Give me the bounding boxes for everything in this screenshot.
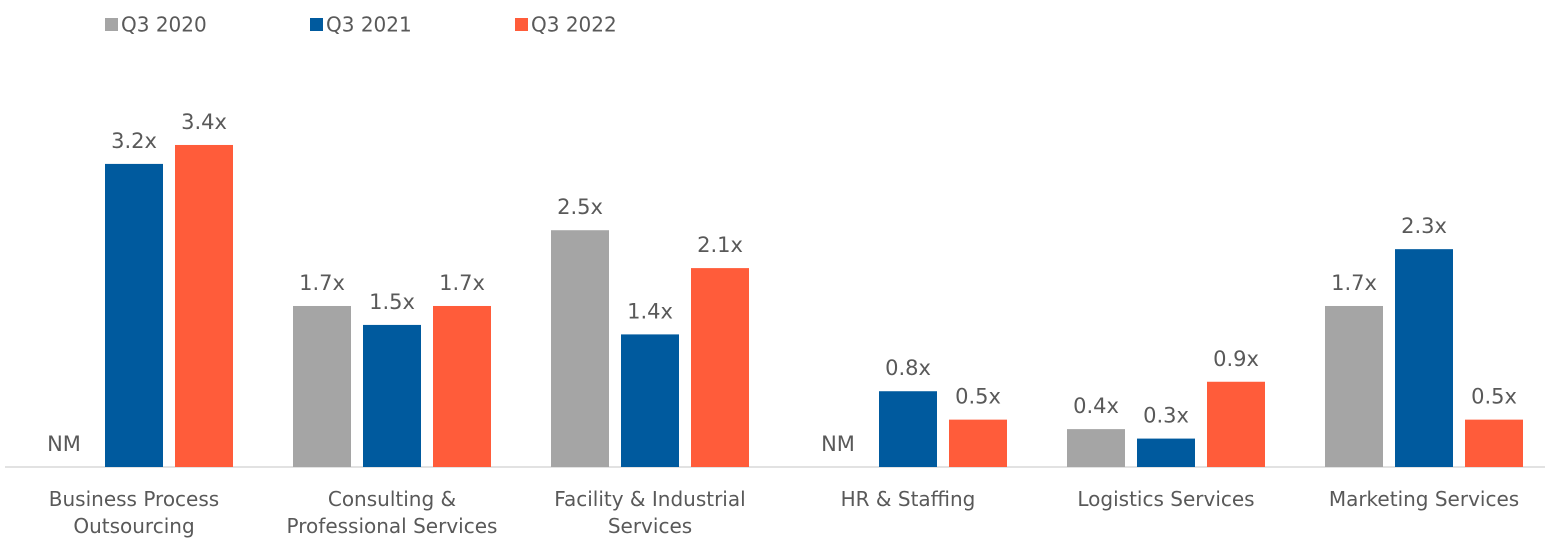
value-label: 0.8x (885, 356, 931, 380)
bar (1465, 419, 1523, 467)
value-label: 1.7x (299, 271, 345, 295)
legend-label: Q3 2020 (121, 13, 207, 37)
bar (1207, 381, 1265, 467)
x-tick-label: Marketing Services (1328, 487, 1520, 511)
bar (293, 305, 351, 467)
bar (551, 230, 609, 467)
value-label: 3.2x (111, 129, 157, 153)
bar (1137, 438, 1195, 467)
bar (1325, 305, 1383, 467)
value-label: 2.5x (557, 195, 603, 219)
bar (949, 419, 1007, 467)
bar (621, 334, 679, 467)
value-label: 0.5x (1471, 385, 1517, 409)
value-label: 1.5x (369, 290, 415, 314)
legend-label: Q3 2021 (326, 13, 412, 37)
legend-label: Q3 2022 (531, 13, 617, 37)
x-tick-label: Logistics Services (1077, 487, 1255, 511)
value-label: 1.7x (439, 271, 485, 295)
value-label: 1.4x (627, 299, 673, 323)
bar (691, 268, 749, 467)
bar (879, 391, 937, 467)
bar (1395, 249, 1453, 467)
value-label: 0.4x (1073, 394, 1119, 418)
x-tick-label: HR & Staffing (840, 487, 976, 511)
x-tick-label: Business Process Outsourcing (48, 487, 220, 538)
legend-swatch (515, 18, 528, 31)
value-label: 3.4x (181, 110, 227, 134)
value-label: 1.7x (1331, 271, 1377, 295)
x-tick-label: Facility & Industrial Services (554, 487, 746, 538)
bar (363, 324, 421, 467)
value-label: 2.1x (697, 233, 743, 257)
bar (175, 144, 233, 467)
value-label: 0.5x (955, 385, 1001, 409)
value-label: 0.9x (1213, 347, 1259, 371)
bar (1067, 429, 1125, 467)
x-tick-label: Consulting & Professional Services (286, 487, 498, 538)
legend-swatch (105, 18, 118, 31)
value-label: 2.3x (1401, 214, 1447, 238)
legend-swatch (310, 18, 323, 31)
value-label: NM (821, 432, 855, 456)
bar (433, 305, 491, 467)
value-label: NM (47, 432, 81, 456)
bar (105, 163, 163, 467)
value-label: 0.3x (1143, 404, 1189, 428)
